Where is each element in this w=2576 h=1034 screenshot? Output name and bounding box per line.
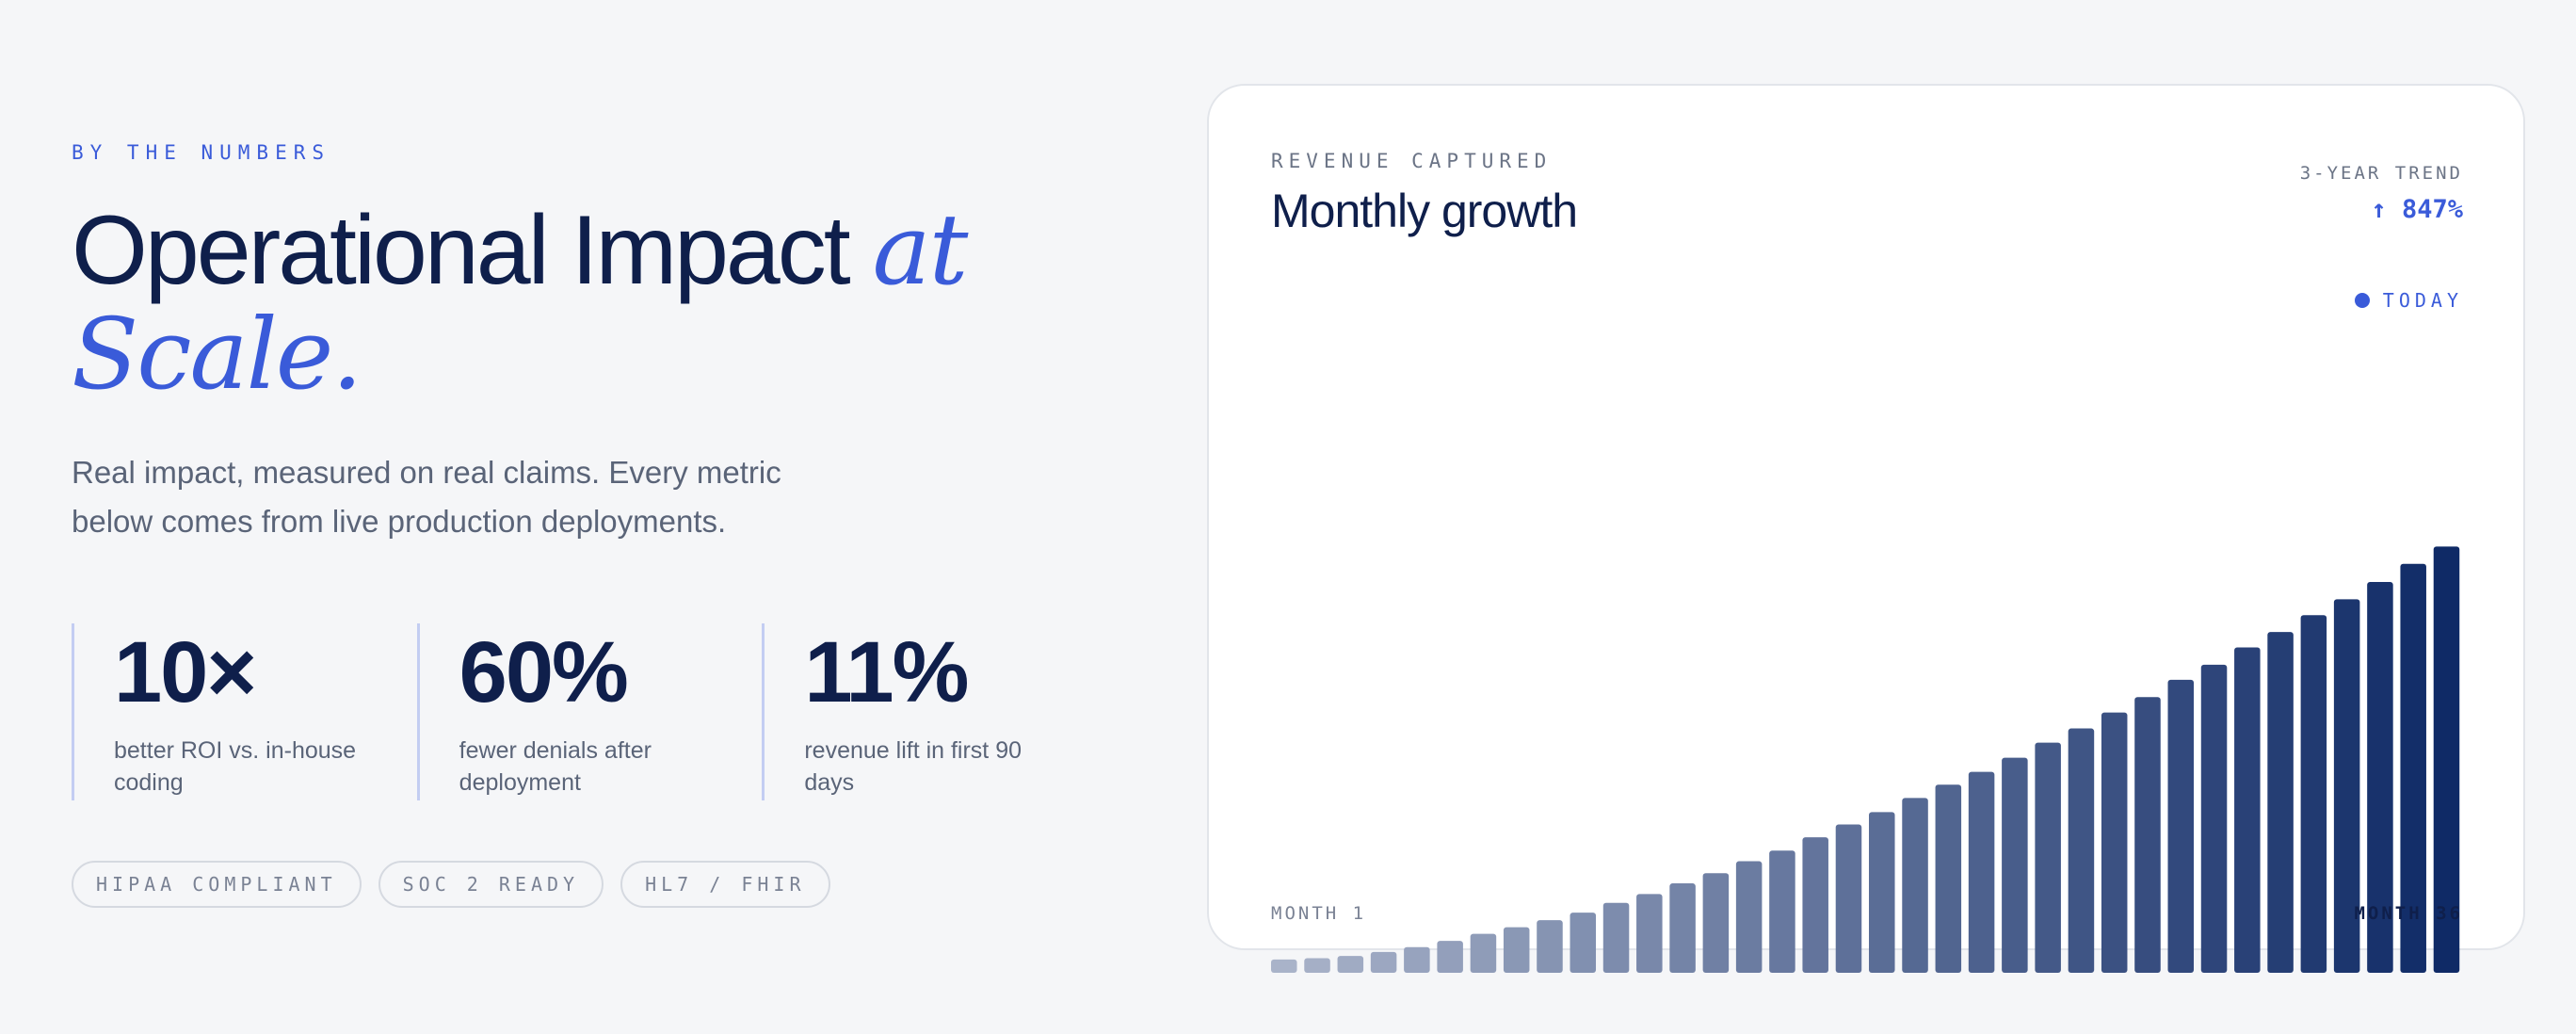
chart-bar-month-7	[1470, 933, 1497, 973]
chart-bar-month-1	[1271, 959, 1297, 973]
chart-bar-month-11	[1602, 902, 1630, 973]
chart-bar-month-5	[1404, 946, 1430, 973]
chart-bar-month-10	[1570, 913, 1597, 973]
chart-bar-month-16	[1769, 850, 1795, 973]
chart-bar-month-12	[1636, 894, 1663, 973]
stats-row: 10× better ROI vs. in-house coding 60% f…	[72, 623, 1107, 800]
x-axis-end-label: MONTH 36	[2354, 903, 2463, 924]
lede-text: Real impact, measured on real claims. Ev…	[72, 455, 781, 539]
chart-bar-month-22	[1968, 771, 1995, 973]
hero-section: BY THE NUMBERS Operational Impact at Sca…	[72, 141, 1107, 908]
stat-label: better ROI vs. in-house coding	[114, 737, 357, 796]
chart-bar-month-30	[2234, 647, 2261, 973]
bar-chart	[1271, 546, 2460, 973]
chart-bar-month-34	[2367, 581, 2393, 973]
badge-soc2: SOC 2 READY	[378, 861, 604, 908]
chart-bar-month-20	[1902, 798, 1928, 973]
chart-bar-month-24	[2035, 742, 2061, 973]
stat-value: 11%	[804, 624, 969, 720]
chart-bar-month-33	[2333, 599, 2360, 973]
chart-bar-month-26	[2101, 712, 2128, 973]
chart-bar-month-36	[2433, 546, 2460, 973]
chart-bar-month-4	[1370, 951, 1397, 973]
stat-revenue: 11% revenue lift in first 90 days	[762, 623, 1064, 800]
chart-bar-month-19	[1869, 812, 1895, 973]
chart-bar-month-8	[1503, 927, 1530, 973]
chart-bar-month-3	[1337, 956, 1364, 973]
card-title: Monthly growth	[1271, 185, 1578, 237]
card-eyebrow: REVENUE CAPTURED	[1271, 150, 1553, 172]
trend-value: ↑ 847%	[2371, 195, 2463, 224]
chart-bar-month-29	[2200, 664, 2228, 973]
chart-bar-month-28	[2167, 679, 2195, 973]
chart-bar-month-15	[1735, 861, 1763, 973]
legend-label: TODAY	[2382, 289, 2463, 312]
chart-bar-month-18	[1835, 824, 1862, 973]
section-eyebrow: BY THE NUMBERS	[72, 141, 331, 164]
stat-label: revenue lift in first 90 days	[804, 737, 1022, 796]
chart-bar-month-27	[2134, 697, 2161, 973]
stat-denials: 60% fewer denials after deployment	[416, 623, 719, 800]
revenue-chart-card: REVENUE CAPTURED Monthly growth 3-YEAR T…	[1207, 84, 2525, 973]
stat-value: 60%	[459, 624, 629, 720]
x-axis-start-label: MONTH 1	[1271, 903, 1367, 924]
legend-dot-icon	[2354, 293, 2370, 308]
chart-bar-month-13	[1669, 883, 1696, 973]
chart-bar-month-31	[2267, 632, 2294, 973]
chart-bar-month-21	[1935, 784, 1962, 973]
stat-roi: 10× better ROI vs. in-house coding	[72, 623, 374, 800]
page-title: Operational Impact at Scale.	[72, 198, 1088, 407]
badge-hl7-fhir: HL7 / FHIR	[620, 861, 830, 908]
stat-value: 10×	[114, 624, 257, 720]
page-title-accent: at Scale.	[72, 192, 968, 412]
page-title-main: Operational Impact	[72, 196, 873, 305]
chart-bar-month-25	[2068, 728, 2095, 973]
chart-bar-month-32	[2300, 615, 2327, 973]
chart-bar-month-9	[1537, 920, 1563, 973]
trend-label: 3-YEAR TREND	[2299, 163, 2463, 184]
chart-legend: TODAY	[2354, 289, 2463, 312]
chart-bar-month-35	[2400, 563, 2426, 973]
chart-bar-month-23	[2002, 757, 2028, 973]
chart-bar-month-17	[1802, 837, 1828, 973]
stat-label: fewer denials after deployment	[459, 737, 652, 796]
chart-bar-month-14	[1702, 873, 1730, 973]
chart-bar-month-6	[1437, 941, 1463, 973]
chart-bar-month-2	[1304, 958, 1330, 973]
compliance-badges: HIPAA COMPLIANT SOC 2 READY HL7 / FHIR	[72, 861, 1107, 908]
badge-hipaa: HIPAA COMPLIANT	[72, 861, 362, 908]
